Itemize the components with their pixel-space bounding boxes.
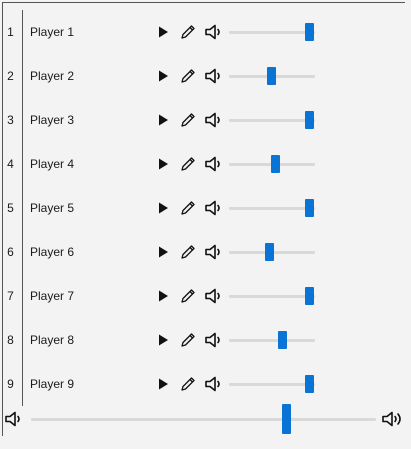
player-row-4: 4 Player 4 bbox=[0, 142, 330, 186]
player-volume-slider[interactable] bbox=[229, 155, 315, 173]
pencil-icon[interactable] bbox=[180, 112, 196, 128]
play-icon[interactable] bbox=[156, 25, 170, 39]
speaker-icon[interactable] bbox=[204, 68, 224, 84]
speaker-icon[interactable] bbox=[204, 156, 224, 172]
player-index: 7 bbox=[7, 289, 14, 303]
speaker-icon[interactable] bbox=[204, 332, 224, 348]
player-volume-slider[interactable] bbox=[229, 67, 315, 85]
master-volume-slider[interactable] bbox=[31, 404, 376, 434]
player-row-5: 5 Player 5 bbox=[0, 186, 330, 230]
pencil-icon[interactable] bbox=[180, 156, 196, 172]
speaker-icon[interactable] bbox=[204, 112, 224, 128]
volume-thumb[interactable] bbox=[265, 243, 275, 261]
play-icon[interactable] bbox=[156, 113, 170, 127]
player-row-3: 3 Player 3 bbox=[0, 98, 330, 142]
speaker-icon[interactable] bbox=[204, 288, 224, 304]
player-index: 4 bbox=[7, 157, 14, 171]
player-index: 8 bbox=[7, 333, 14, 347]
volume-track bbox=[229, 295, 315, 298]
volume-track bbox=[229, 207, 315, 210]
player-name: Player 4 bbox=[30, 157, 75, 171]
index-column-divider bbox=[22, 10, 23, 406]
player-row-6: 6 Player 6 bbox=[0, 230, 330, 274]
volume-thumb[interactable] bbox=[267, 67, 277, 85]
play-icon[interactable] bbox=[156, 333, 170, 347]
pencil-icon[interactable] bbox=[180, 68, 196, 84]
player-row-9: 9 Player 9 bbox=[0, 362, 330, 406]
volume-thumb[interactable] bbox=[304, 287, 314, 305]
play-icon[interactable] bbox=[156, 157, 170, 171]
top-border bbox=[2, 2, 405, 3]
player-name: Player 2 bbox=[30, 69, 75, 83]
volume-track bbox=[229, 119, 315, 122]
pencil-icon[interactable] bbox=[180, 376, 196, 392]
player-name: Player 6 bbox=[30, 245, 75, 259]
player-volume-slider[interactable] bbox=[229, 331, 315, 349]
player-name: Player 8 bbox=[30, 333, 75, 347]
volume-thumb[interactable] bbox=[304, 23, 314, 41]
player-index: 5 bbox=[7, 201, 14, 215]
pencil-icon[interactable] bbox=[180, 288, 196, 304]
player-row-1: 1 Player 1 bbox=[0, 10, 330, 54]
master-volume-track bbox=[31, 418, 376, 421]
player-index: 3 bbox=[7, 113, 14, 127]
player-name: Player 9 bbox=[30, 377, 75, 391]
player-row-7: 7 Player 7 bbox=[0, 274, 330, 318]
player-name: Player 5 bbox=[30, 201, 75, 215]
pencil-icon[interactable] bbox=[180, 200, 196, 216]
player-index: 2 bbox=[7, 69, 14, 83]
player-volume-slider[interactable] bbox=[229, 287, 315, 305]
speaker-icon[interactable] bbox=[204, 200, 224, 216]
player-index: 1 bbox=[7, 25, 14, 39]
pencil-icon[interactable] bbox=[180, 24, 196, 40]
player-volume-slider[interactable] bbox=[229, 199, 315, 217]
speaker-icon[interactable] bbox=[204, 244, 224, 260]
master-volume-thumb[interactable] bbox=[282, 404, 292, 434]
play-icon[interactable] bbox=[156, 69, 170, 83]
speaker-icon[interactable] bbox=[204, 376, 224, 392]
player-volume-slider[interactable] bbox=[229, 111, 315, 129]
speaker-low-icon bbox=[5, 411, 20, 427]
volume-thumb[interactable] bbox=[304, 375, 314, 393]
player-row-2: 2 Player 2 bbox=[0, 54, 330, 98]
player-index: 6 bbox=[7, 245, 14, 259]
play-icon[interactable] bbox=[156, 289, 170, 303]
left-border bbox=[2, 2, 3, 436]
play-icon[interactable] bbox=[156, 245, 170, 259]
volume-thumb[interactable] bbox=[271, 155, 281, 173]
volume-track bbox=[229, 383, 315, 386]
volume-thumb[interactable] bbox=[304, 199, 314, 217]
volume-thumb[interactable] bbox=[278, 331, 288, 349]
pencil-icon[interactable] bbox=[180, 244, 196, 260]
play-icon[interactable] bbox=[156, 201, 170, 215]
player-volume-slider[interactable] bbox=[229, 23, 315, 41]
player-name: Player 7 bbox=[30, 289, 75, 303]
player-name: Player 1 bbox=[30, 25, 75, 39]
player-row-8: 8 Player 8 bbox=[0, 318, 330, 362]
volume-thumb[interactable] bbox=[304, 111, 314, 129]
master-volume-bar bbox=[0, 402, 411, 438]
speaker-high-icon bbox=[382, 411, 401, 427]
player-volume-slider[interactable] bbox=[229, 243, 315, 261]
volume-track bbox=[229, 339, 315, 342]
pencil-icon[interactable] bbox=[180, 332, 196, 348]
speaker-icon[interactable] bbox=[204, 24, 224, 40]
play-icon[interactable] bbox=[156, 377, 170, 391]
player-name: Player 3 bbox=[30, 113, 75, 127]
volume-track bbox=[229, 31, 315, 34]
player-index: 9 bbox=[7, 377, 14, 391]
player-volume-slider[interactable] bbox=[229, 375, 315, 393]
